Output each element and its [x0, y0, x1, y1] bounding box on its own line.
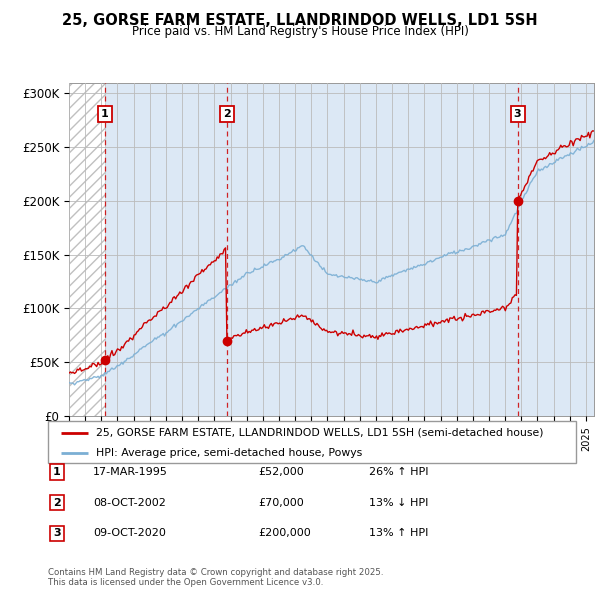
Text: 1: 1: [101, 109, 109, 119]
Text: Price paid vs. HM Land Registry's House Price Index (HPI): Price paid vs. HM Land Registry's House …: [131, 25, 469, 38]
Text: 3: 3: [514, 109, 521, 119]
Text: 13% ↑ HPI: 13% ↑ HPI: [369, 529, 428, 538]
Bar: [69, 83, 104, 416]
Text: Contains HM Land Registry data © Crown copyright and database right 2025.
This d: Contains HM Land Registry data © Crown c…: [48, 568, 383, 587]
Text: 13% ↓ HPI: 13% ↓ HPI: [369, 498, 428, 507]
Text: 1: 1: [53, 467, 61, 477]
Text: 08-OCT-2002: 08-OCT-2002: [93, 498, 166, 507]
Text: 3: 3: [53, 529, 61, 538]
Text: £52,000: £52,000: [258, 467, 304, 477]
Text: £70,000: £70,000: [258, 498, 304, 507]
Text: 17-MAR-1995: 17-MAR-1995: [93, 467, 168, 477]
Text: 25, GORSE FARM ESTATE, LLANDRINDOD WELLS, LD1 5SH: 25, GORSE FARM ESTATE, LLANDRINDOD WELLS…: [62, 13, 538, 28]
Text: 26% ↑ HPI: 26% ↑ HPI: [369, 467, 428, 477]
Text: 25, GORSE FARM ESTATE, LLANDRINDOD WELLS, LD1 5SH (semi-detached house): 25, GORSE FARM ESTATE, LLANDRINDOD WELLS…: [95, 428, 543, 438]
Bar: [69, 83, 104, 416]
Text: 2: 2: [53, 498, 61, 507]
Text: 09-OCT-2020: 09-OCT-2020: [93, 529, 166, 538]
Text: 2: 2: [223, 109, 230, 119]
Text: HPI: Average price, semi-detached house, Powys: HPI: Average price, semi-detached house,…: [95, 448, 362, 457]
Text: £200,000: £200,000: [258, 529, 311, 538]
